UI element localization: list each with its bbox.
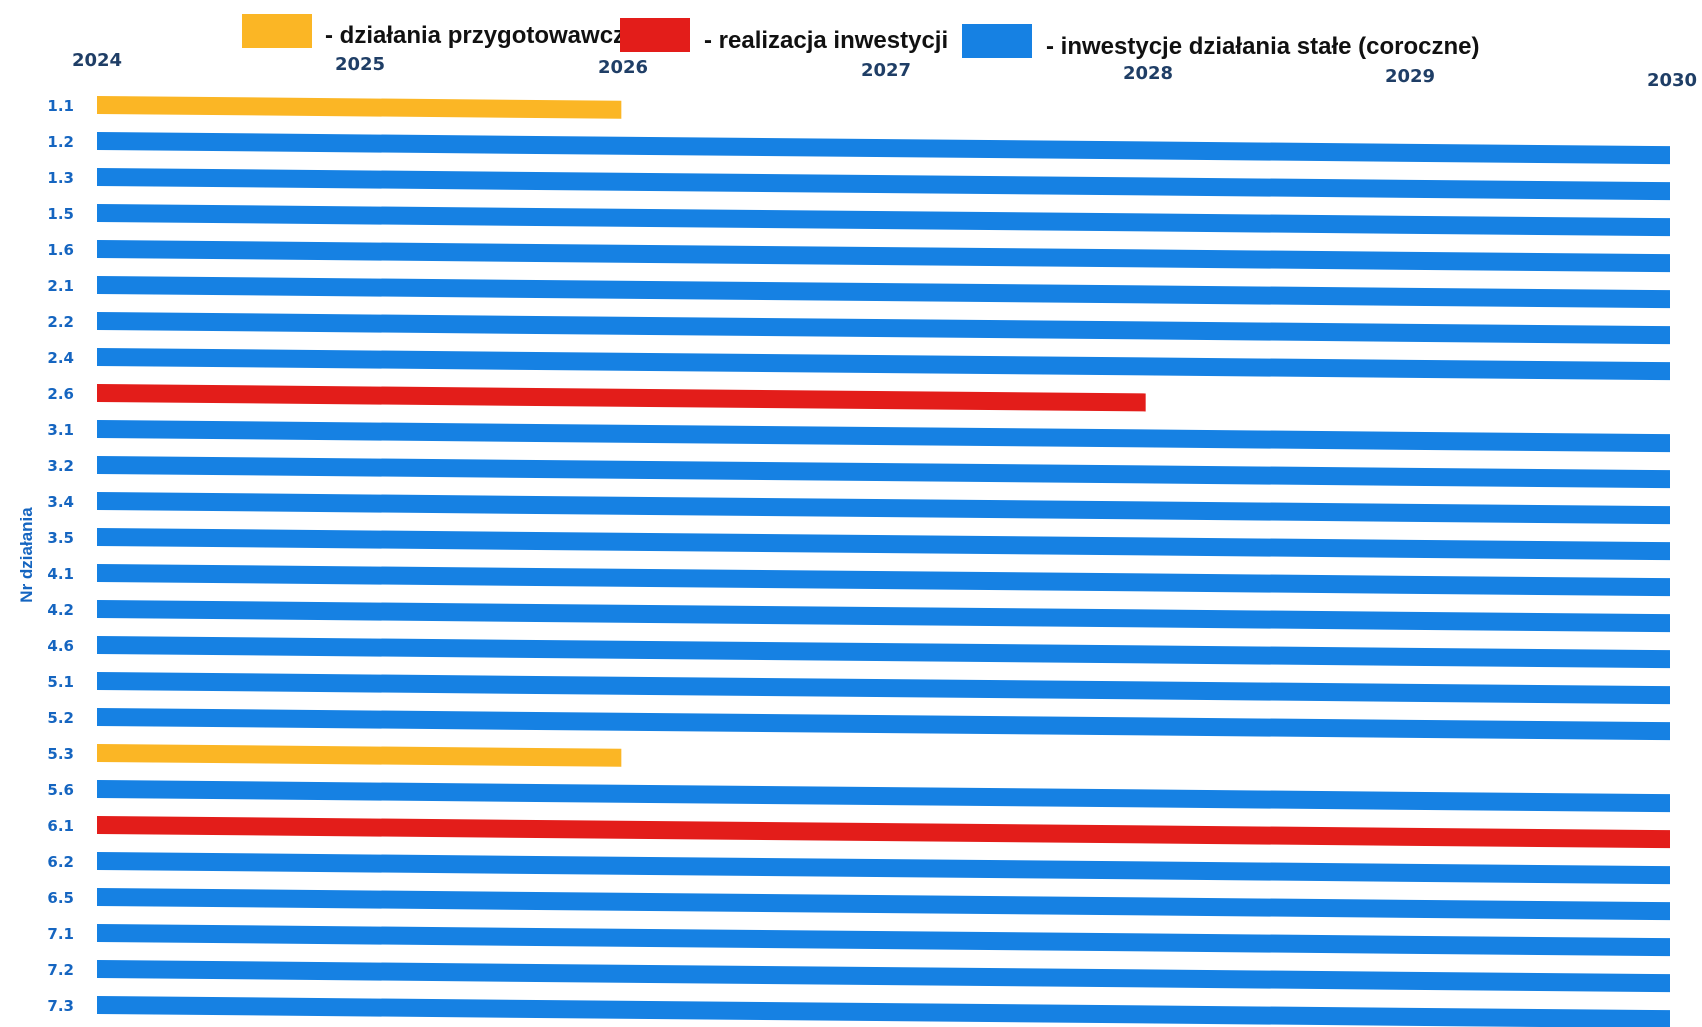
year-label: 2027 [861, 60, 911, 81]
row-label: 7.1 [47, 925, 74, 943]
year-label: 2025 [335, 54, 385, 75]
gantt-bar [97, 384, 1146, 412]
gantt-bar [97, 168, 1670, 201]
gantt-bar [97, 492, 1670, 525]
year-axis: 2024 2025 2026 2027 2028 2029 2030 [72, 50, 1697, 91]
gantt-bar [97, 924, 1670, 957]
gantt-bar [97, 708, 1670, 741]
gantt-bar [97, 204, 1670, 237]
row-label: 4.1 [47, 565, 74, 583]
year-label: 2029 [1385, 66, 1435, 87]
row-label: 6.1 [47, 817, 74, 835]
legend-label-permanent: - inwestycje działania stałe (coroczne) [1046, 33, 1479, 60]
gantt-bar [97, 888, 1670, 921]
row-label: 7.3 [47, 997, 74, 1015]
gantt-bar [97, 744, 622, 767]
gantt-bar [97, 528, 1670, 561]
row-label: 2.1 [47, 277, 74, 295]
row-label: 2.6 [47, 385, 74, 403]
legend-swatch-investment [620, 18, 690, 52]
row-label: 3.5 [47, 529, 74, 547]
gantt-bar [97, 636, 1670, 669]
gantt-bar [97, 348, 1670, 381]
row-label: 1.3 [47, 169, 74, 187]
row-label: 1.5 [47, 205, 74, 223]
year-label: 2028 [1123, 63, 1173, 84]
y-axis-title: Nr działania [17, 507, 36, 603]
gantt-bar [97, 816, 1670, 849]
row-label: 5.1 [47, 673, 74, 691]
gantt-bar [97, 276, 1670, 309]
year-label: 2030 [1647, 70, 1697, 91]
row-label: 2.2 [47, 313, 74, 331]
row-label: 1.1 [47, 97, 74, 115]
row-label: 4.2 [47, 601, 74, 619]
gantt-bar [97, 420, 1670, 453]
legend-label-investment: - realizacja inwestycji [704, 27, 948, 54]
row-label: 4.6 [47, 637, 74, 655]
row-label: 3.2 [47, 457, 74, 475]
gantt-bar [97, 996, 1670, 1027]
gantt-bar [97, 564, 1670, 597]
row-label: 3.1 [47, 421, 74, 439]
row-label: 6.5 [47, 889, 74, 907]
year-label: 2024 [72, 50, 122, 71]
gantt-bar [97, 600, 1670, 633]
row-label: 3.4 [47, 493, 74, 511]
gantt-rows: 1.1 1.2 1.3 1.5 1.6 2.1 2.2 2.4 2.6 3.1 3.2 3.4 3.5 4… [47, 96, 1670, 1027]
legend: - działania przygotowawcze - realizacja … [242, 14, 1479, 60]
row-label: 1.2 [47, 133, 74, 151]
row-label: 7.2 [47, 961, 74, 979]
gantt-bar [97, 456, 1670, 489]
row-label: 6.2 [47, 853, 74, 871]
row-label: 2.4 [47, 349, 74, 367]
legend-swatch-permanent [962, 24, 1032, 58]
row-label: 1.6 [47, 241, 74, 259]
gantt-bar [97, 96, 622, 119]
gantt-bar [97, 852, 1670, 885]
gantt-bar [97, 780, 1670, 813]
gantt-bar [97, 960, 1670, 993]
gantt-bar [97, 312, 1670, 345]
gantt-bar [97, 672, 1670, 705]
row-label: 5.2 [47, 709, 74, 727]
legend-swatch-preparatory [242, 14, 312, 48]
row-label: 5.3 [47, 745, 74, 763]
row-label: 5.6 [47, 781, 74, 799]
legend-label-preparatory: - działania przygotowawcze [325, 22, 638, 49]
gantt-bar [97, 132, 1670, 165]
year-label: 2026 [598, 57, 648, 78]
gantt-bar [97, 240, 1670, 273]
